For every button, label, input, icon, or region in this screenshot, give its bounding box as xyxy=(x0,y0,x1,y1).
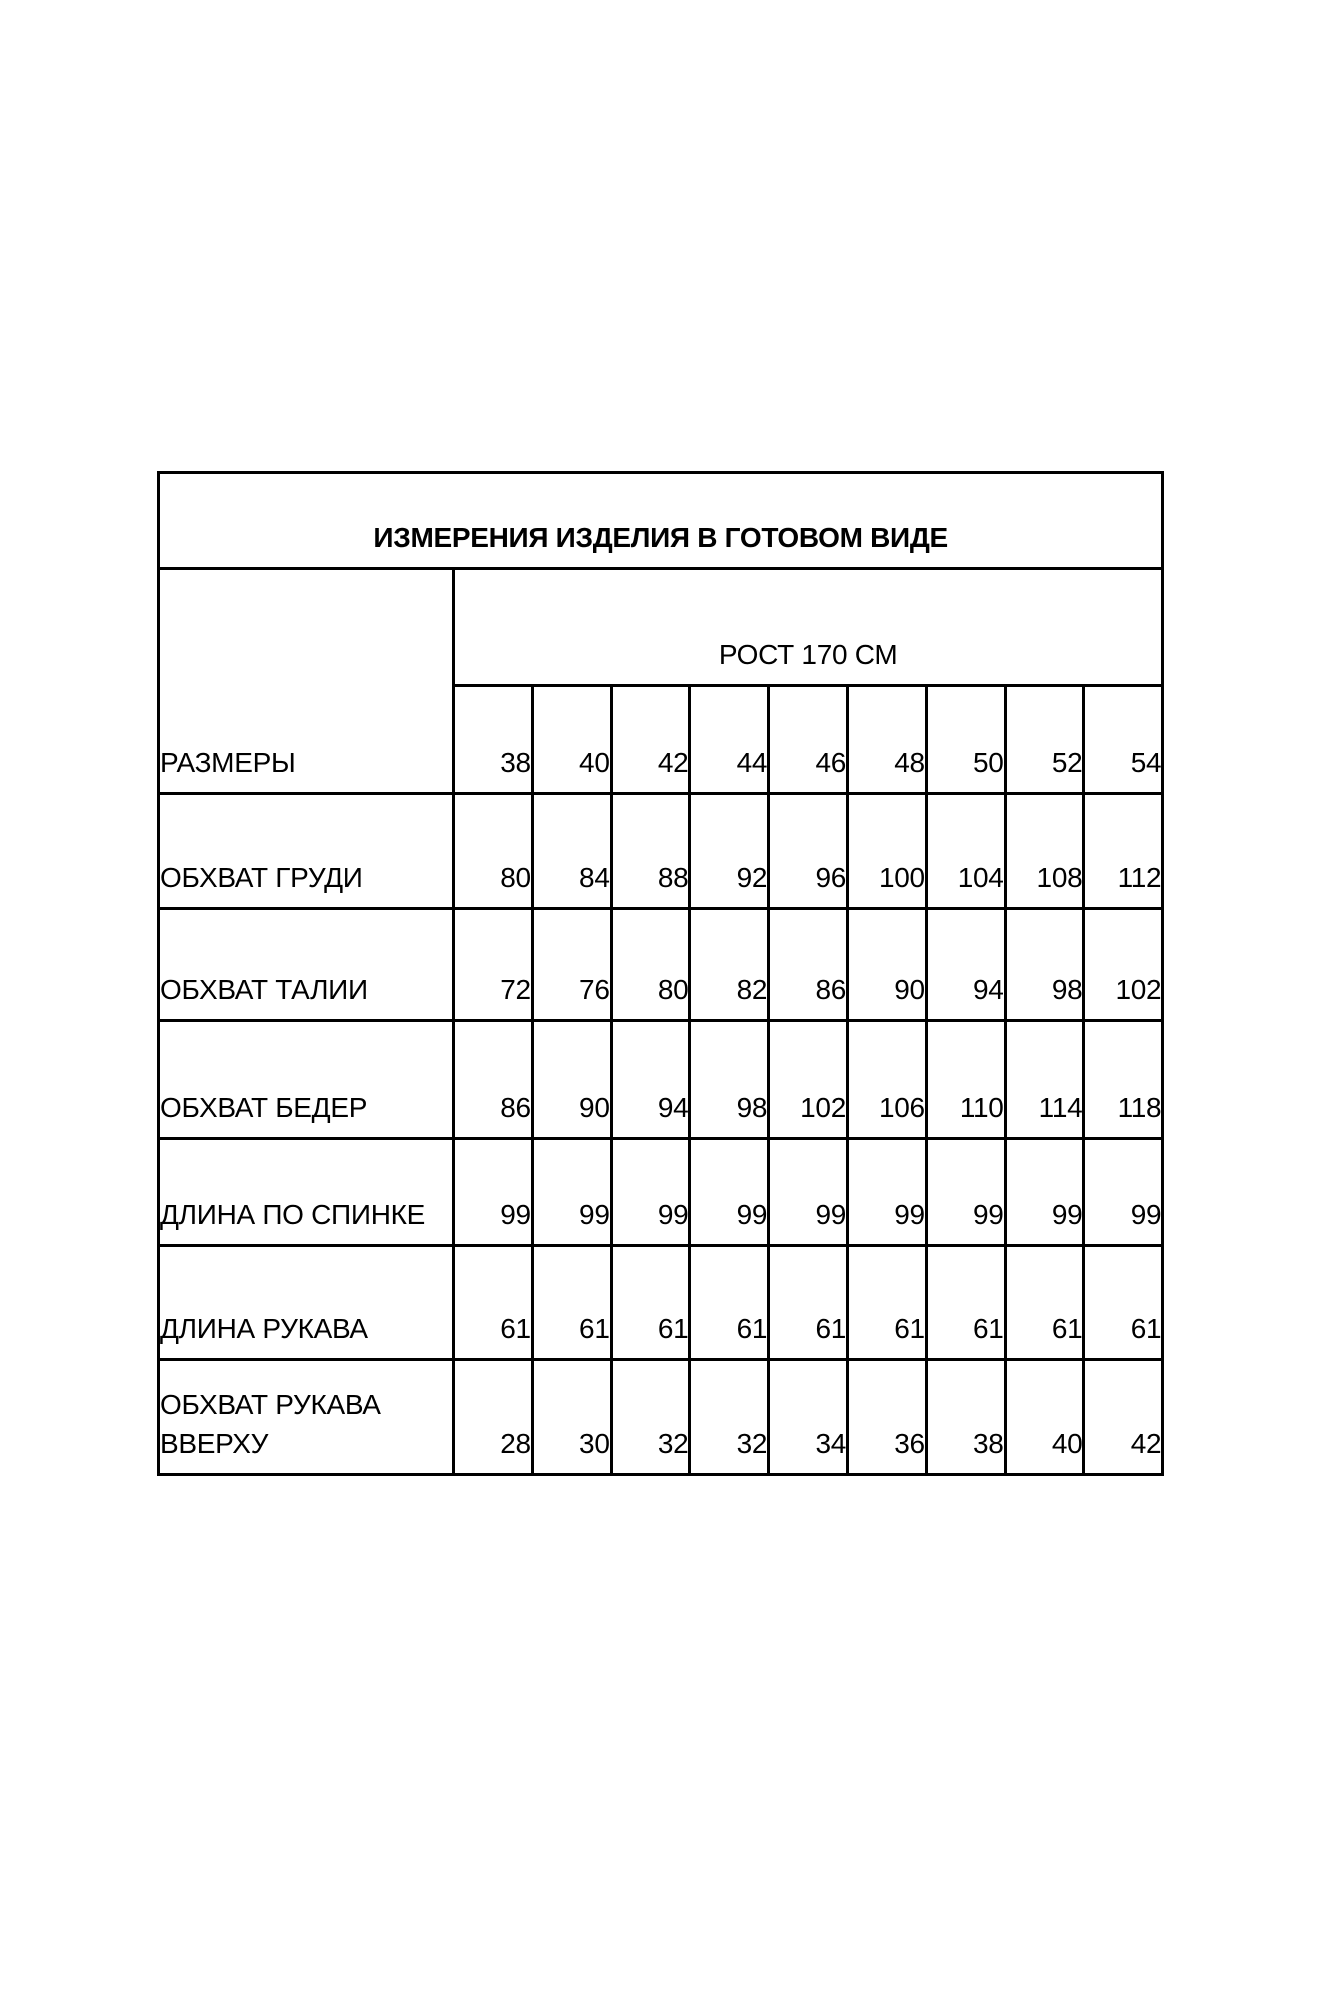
cell-value: 99 xyxy=(1082,1137,1165,1247)
cell-value: 98 xyxy=(688,1019,771,1140)
row-label: ОБХВАТ ГРУДИ xyxy=(157,792,455,910)
cell-value: 86 xyxy=(452,1019,534,1140)
cell-value: 99 xyxy=(530,1137,613,1247)
cell-value: 32 xyxy=(609,1358,692,1476)
cell-value: 104 xyxy=(924,792,1007,910)
size-value: 46 xyxy=(767,684,849,795)
cell-value: 99 xyxy=(609,1137,692,1247)
size-value: 44 xyxy=(688,684,771,795)
cell-value: 80 xyxy=(452,792,534,910)
cell-value: 99 xyxy=(1003,1137,1086,1247)
size-value: 42 xyxy=(609,684,692,795)
cell-value: 61 xyxy=(688,1244,771,1361)
cell-value: 114 xyxy=(1003,1019,1086,1140)
cell-value: 98 xyxy=(1003,907,1086,1022)
size-value: 48 xyxy=(845,684,928,795)
cell-value: 61 xyxy=(767,1244,849,1361)
cell-value: 100 xyxy=(845,792,928,910)
cell-value: 90 xyxy=(845,907,928,1022)
cell-value: 61 xyxy=(530,1244,613,1361)
row-label: ДЛИНА ПО СПИНКЕ xyxy=(157,1137,455,1247)
cell-value: 99 xyxy=(845,1137,928,1247)
cell-value: 61 xyxy=(924,1244,1007,1361)
height-header-cell: РОСТ 170 СМ xyxy=(451,567,1165,687)
cell-value: 102 xyxy=(1082,907,1165,1022)
cell-value: 96 xyxy=(767,792,849,910)
cell-value: 36 xyxy=(845,1358,928,1476)
sizes-row-label: РАЗМЕРЫ xyxy=(157,567,455,795)
table-row: ОБХВАТ ГРУДИ 80 84 88 92 96 100 104 108 … xyxy=(157,792,1165,910)
row-label: ОБХВАТ РУКАВА ВВЕРХУ xyxy=(157,1358,455,1476)
cell-value: 30 xyxy=(530,1358,613,1476)
cell-value: 32 xyxy=(688,1358,771,1476)
cell-value: 61 xyxy=(845,1244,928,1361)
cell-value: 76 xyxy=(530,907,613,1022)
cell-value: 84 xyxy=(530,792,613,910)
measurement-table: ИЗМЕРЕНИЯ ИЗДЕЛИЯ В ГОТОВОМ ВИДЕ РАЗМЕРЫ… xyxy=(156,471,1165,1476)
cell-value: 86 xyxy=(767,907,849,1022)
cell-value: 110 xyxy=(924,1019,1007,1140)
title-row: ИЗМЕРЕНИЯ ИЗДЕЛИЯ В ГОТОВОМ ВИДЕ xyxy=(156,471,1165,570)
cell-value: 108 xyxy=(1003,792,1086,910)
table-row: ОБХВАТ РУКАВА ВВЕРХУ 28 30 32 32 34 36 3… xyxy=(157,1358,1165,1476)
size-value: 50 xyxy=(924,684,1007,795)
cell-value: 82 xyxy=(688,907,771,1022)
cell-value: 38 xyxy=(924,1358,1007,1476)
cell-value: 40 xyxy=(1003,1358,1086,1476)
cell-value: 88 xyxy=(609,792,692,910)
cell-value: 102 xyxy=(767,1019,849,1140)
height-header-row: РАЗМЕРЫ РОСТ 170 СМ xyxy=(157,567,1165,795)
cell-value: 34 xyxy=(767,1358,849,1476)
cell-value: 61 xyxy=(609,1244,692,1361)
size-value: 52 xyxy=(1003,684,1086,795)
table-row: ОБХВАТ ТАЛИИ 72 76 80 82 86 90 94 98 102 xyxy=(157,907,1165,1022)
table-row: ДЛИНА ПО СПИНКЕ 99 99 99 99 99 99 99 99 … xyxy=(157,1137,1165,1247)
cell-value: 118 xyxy=(1082,1019,1165,1140)
sizes-row: 38 40 42 44 46 48 50 52 54 xyxy=(159,684,1165,795)
cell-value: 112 xyxy=(1082,792,1165,910)
cell-value: 61 xyxy=(452,1244,534,1361)
cell-value: 72 xyxy=(452,907,534,1022)
row-label: ОБХВАТ ТАЛИИ xyxy=(157,907,455,1022)
size-value: 54 xyxy=(1082,684,1165,795)
cell-value: 61 xyxy=(1082,1244,1165,1361)
cell-value: 90 xyxy=(530,1019,613,1140)
cell-value: 28 xyxy=(452,1358,534,1476)
table-row: ОБХВАТ БЕДЕР 86 90 94 98 102 106 110 114… xyxy=(157,1019,1165,1140)
table-row: ДЛИНА РУКАВА 61 61 61 61 61 61 61 61 61 xyxy=(157,1244,1165,1361)
row-label: ДЛИНА РУКАВА xyxy=(157,1244,455,1361)
cell-value: 99 xyxy=(452,1137,534,1247)
cell-value: 99 xyxy=(924,1137,1007,1247)
cell-value: 99 xyxy=(767,1137,849,1247)
size-value: 40 xyxy=(530,684,613,795)
cell-value: 61 xyxy=(1003,1244,1086,1361)
cell-value: 92 xyxy=(688,792,771,910)
cell-value: 42 xyxy=(1082,1358,1165,1476)
row-label: ОБХВАТ БЕДЕР xyxy=(157,1019,455,1140)
cell-value: 94 xyxy=(609,1019,692,1140)
cell-value: 99 xyxy=(688,1137,771,1247)
cell-value: 106 xyxy=(845,1019,928,1140)
size-value: 38 xyxy=(452,684,534,795)
cell-value: 80 xyxy=(609,907,692,1022)
table-title: ИЗМЕРЕНИЯ ИЗДЕЛИЯ В ГОТОВОМ ВИДЕ xyxy=(156,471,1165,570)
cell-value: 94 xyxy=(924,907,1007,1022)
